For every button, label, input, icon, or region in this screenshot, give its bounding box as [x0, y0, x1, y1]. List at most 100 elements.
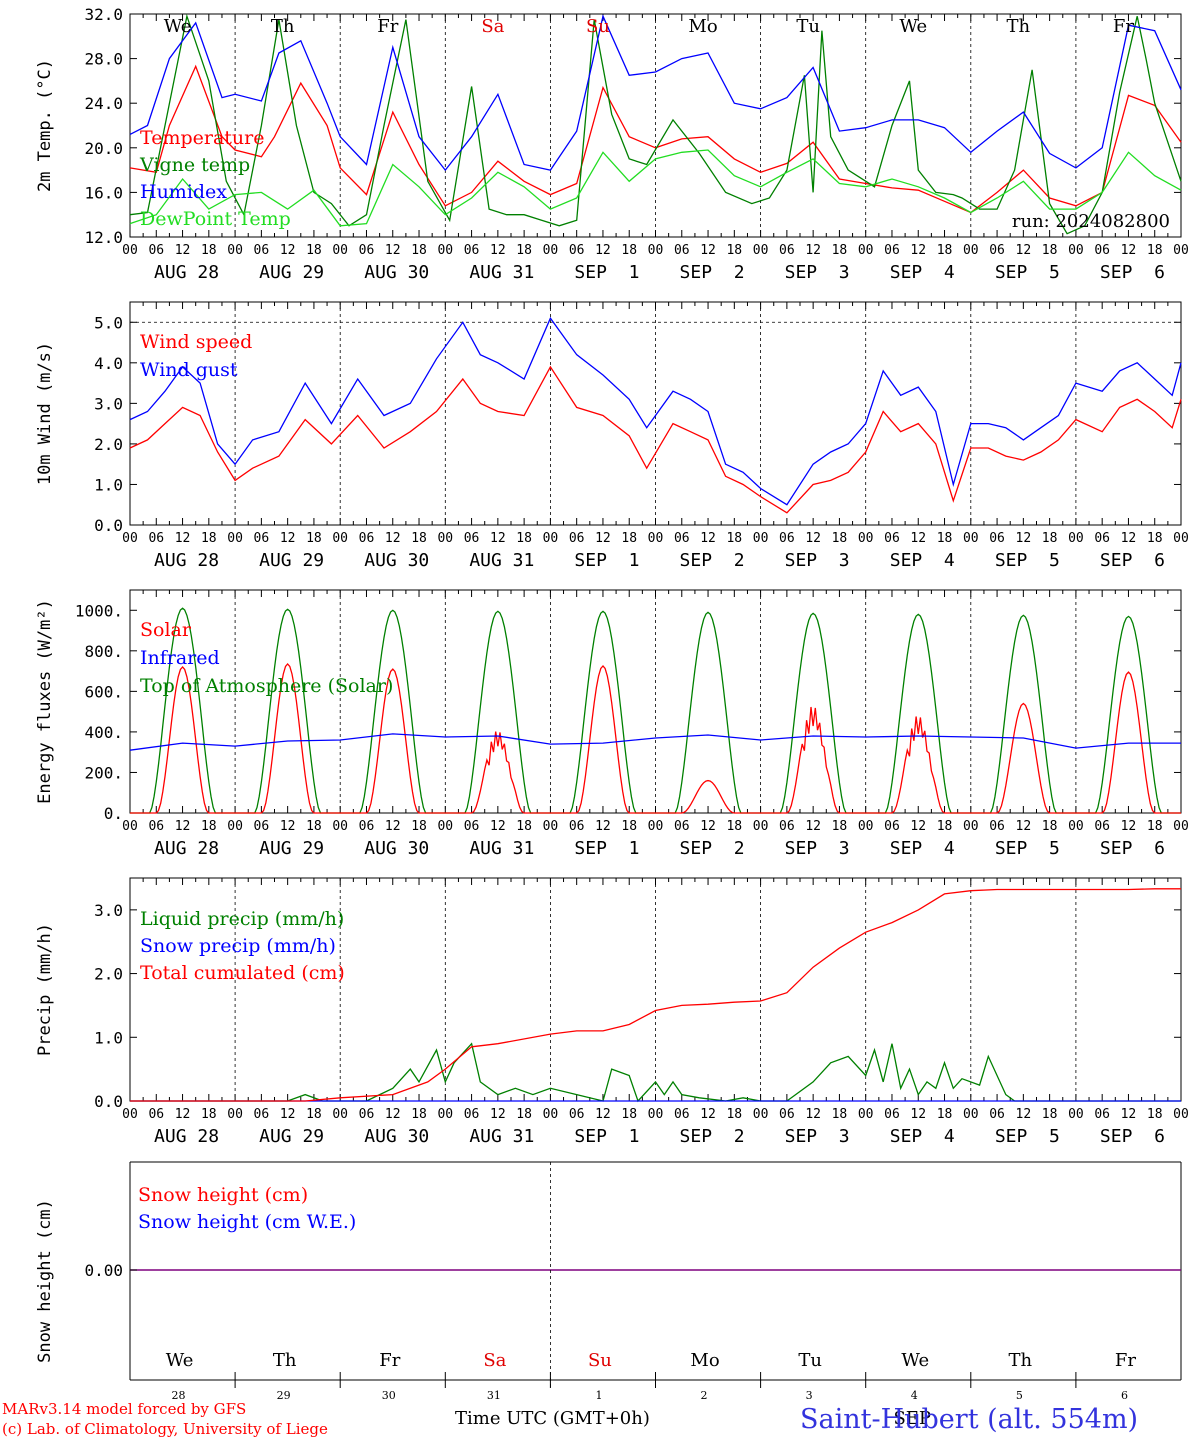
snow-day-name: Mo [690, 1350, 719, 1371]
hour-tick-label: 12 [175, 243, 191, 258]
hour-tick-label: 00 [858, 243, 874, 258]
date-label: SEP 1 [574, 262, 639, 283]
hour-tick-label: 00 [437, 819, 453, 834]
series-vigne-temp [129, 13, 1182, 235]
snow-day-name: We [901, 1350, 929, 1371]
hour-tick-label: 06 [254, 1107, 270, 1122]
hour-tick-label: 06 [779, 819, 795, 834]
hour-tick-label: 18 [411, 243, 427, 258]
legend-snow-height-cm-: Snow height (cm) [138, 1184, 308, 1206]
snow-day-number: 2 [701, 1389, 708, 1402]
hour-tick-label: 12 [805, 819, 821, 834]
hour-tick-label: 00 [753, 531, 769, 546]
hour-tick-label: 00 [437, 1107, 453, 1122]
date-label: SEP 6 [1100, 1126, 1165, 1147]
legend-top-of-atmosphere-solar-: Top of Atmosphere (Solar) [140, 675, 393, 697]
day-name: Mo [688, 16, 717, 37]
hour-tick-label: 06 [359, 819, 375, 834]
date-label: SEP 4 [890, 550, 955, 571]
date-label: SEP 2 [680, 262, 745, 283]
hour-tick-label: 12 [280, 1107, 296, 1122]
hour-tick-label: 18 [516, 531, 532, 546]
series-humidex [129, 14, 1182, 172]
hour-tick-label: 18 [1147, 243, 1163, 258]
legend-wind-gust: Wind gust [140, 359, 238, 381]
hour-tick-label: 18 [832, 1107, 848, 1122]
hour-tick-label: 18 [201, 243, 217, 258]
hour-tick-label: 06 [464, 1107, 480, 1122]
hour-tick-label: 12 [595, 243, 611, 258]
snow-day-number: 4 [911, 1389, 918, 1402]
hour-tick-label: 18 [516, 243, 532, 258]
hour-tick-label: 00 [543, 819, 559, 834]
hour-tick-label: 18 [832, 819, 848, 834]
snow-day-name: Fr [379, 1350, 400, 1371]
hour-tick-label: 06 [1094, 243, 1110, 258]
hour-tick-label: 06 [464, 819, 480, 834]
hour-tick-label: 18 [306, 243, 322, 258]
y-tick-label: 4.0 [94, 354, 123, 373]
hour-tick-label: 12 [1121, 243, 1137, 258]
series-wind-gust [129, 316, 1182, 506]
series-temperature [129, 64, 1182, 214]
hour-tick-label: 00 [858, 1107, 874, 1122]
hour-tick-label: 00 [543, 531, 559, 546]
date-label: SEP 1 [574, 1126, 639, 1147]
hour-tick-label: 12 [805, 1107, 821, 1122]
hour-tick-label: 18 [1042, 243, 1058, 258]
hour-tick-label: 12 [595, 1107, 611, 1122]
hour-tick-label: 18 [306, 531, 322, 546]
series-wind-speed [129, 365, 1182, 514]
y-tick-label: 24.0 [84, 94, 123, 113]
hour-tick-label: 00 [1173, 531, 1189, 546]
hour-tick-label: 06 [674, 243, 690, 258]
credit-line-2: (c) Lab. of Climatology, University of L… [2, 1420, 328, 1438]
hour-tick-label: 12 [1121, 1107, 1137, 1122]
hour-tick-label: 12 [385, 819, 401, 834]
hour-tick-label: 18 [201, 819, 217, 834]
hour-tick-label: 06 [674, 1107, 690, 1122]
hour-tick-label: 06 [359, 243, 375, 258]
hour-tick-label: 12 [910, 1107, 926, 1122]
hour-tick-label: 00 [963, 243, 979, 258]
hour-tick-label: 00 [753, 243, 769, 258]
date-label: SEP 2 [680, 1126, 745, 1147]
hour-tick-label: 06 [779, 531, 795, 546]
day-name: Fr [377, 16, 398, 37]
y-tick-label: 32.0 [84, 5, 123, 24]
hour-tick-label: 00 [227, 243, 243, 258]
hour-tick-label: 12 [490, 531, 506, 546]
hour-tick-label: 00 [858, 819, 874, 834]
day-name: Fr [1113, 16, 1134, 37]
hour-tick-label: 12 [490, 243, 506, 258]
hour-tick-label: 00 [437, 531, 453, 546]
run-label: run: 2024082800 [1012, 211, 1170, 232]
hour-tick-label: 00 [753, 819, 769, 834]
snow-day-name: Th [1009, 1350, 1033, 1371]
y-tick-label: 2.0 [94, 435, 123, 454]
y-tick-label: 2.0 [94, 965, 123, 984]
snow-day-number: 3 [806, 1389, 813, 1402]
date-label: SEP 3 [785, 838, 850, 859]
snow-day-name: Tu [798, 1350, 822, 1371]
hour-tick-label: 12 [1121, 531, 1137, 546]
hour-tick-label: 00 [227, 1107, 243, 1122]
series-solar [130, 663, 1181, 814]
hour-tick-label: 00 [122, 243, 138, 258]
date-label: AUG 31 [469, 262, 534, 283]
y-tick-label: 5.0 [94, 313, 123, 332]
hour-tick-label: 12 [805, 531, 821, 546]
date-label: AUG 30 [364, 1126, 429, 1147]
date-label: SEP 2 [680, 838, 745, 859]
hour-tick-label: 00 [1068, 243, 1084, 258]
hour-tick-label: 06 [989, 819, 1005, 834]
snow-day-number: 31 [487, 1389, 501, 1402]
series-dewpoint-temp [129, 149, 1182, 227]
hour-tick-label: 00 [648, 243, 664, 258]
hour-tick-label: 12 [1016, 819, 1032, 834]
hour-tick-label: 00 [437, 243, 453, 258]
date-label: SEP 4 [890, 1126, 955, 1147]
date-label: SEP 2 [680, 550, 745, 571]
hour-tick-label: 12 [490, 819, 506, 834]
hour-tick-label: 12 [385, 243, 401, 258]
